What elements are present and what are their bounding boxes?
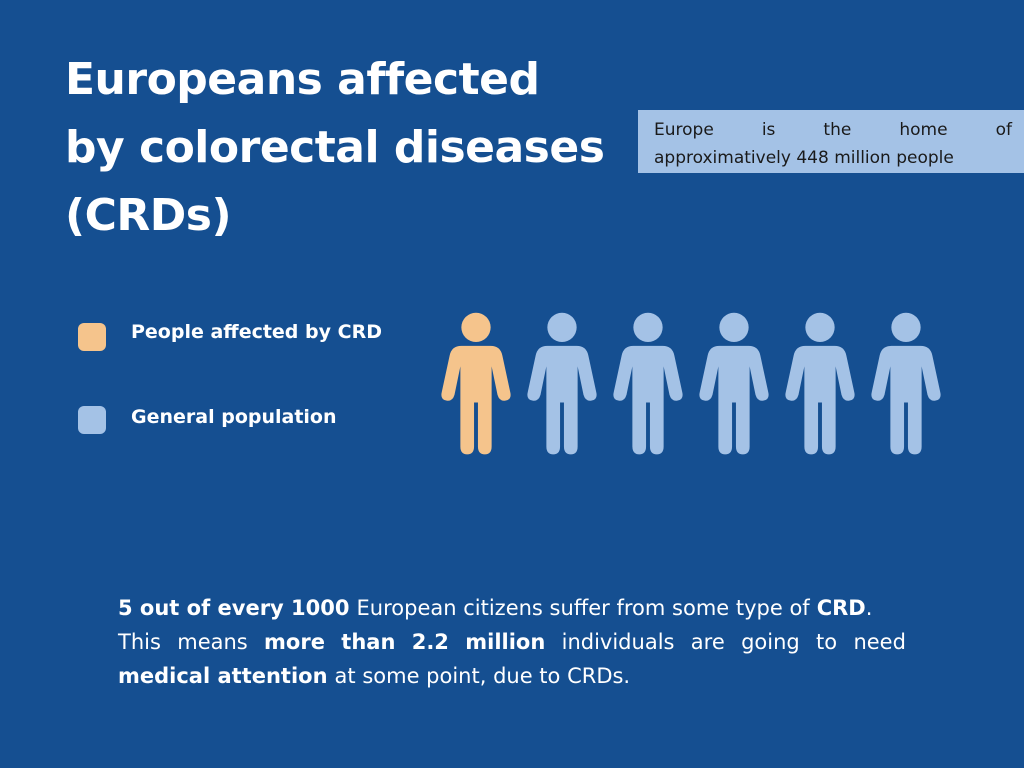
person-icon-general <box>699 312 769 455</box>
title-line-1: Europeans affected <box>65 54 540 105</box>
note-word: the <box>823 120 852 140</box>
statement-highlight-word: than <box>341 630 396 654</box>
person-head <box>633 312 663 342</box>
person-body <box>699 345 769 455</box>
person-icon-general <box>871 312 941 455</box>
title-line-3: (CRDs) <box>65 190 232 241</box>
statement-word: are <box>690 630 725 654</box>
people-pictogram <box>434 308 948 460</box>
statement-highlight-word: million <box>465 630 546 654</box>
statistic-statement: 5 out of every 1000 European citizens su… <box>118 591 906 693</box>
person-head <box>805 312 835 342</box>
legend-label-general: General population <box>131 406 337 428</box>
statement-highlight-word: 2.2 <box>411 630 449 654</box>
note-word: home <box>899 120 948 140</box>
statement-text: at some point, due to CRDs. <box>334 664 631 688</box>
person-body <box>785 345 855 455</box>
statement-word: means <box>177 630 248 654</box>
note-word: of <box>995 120 1012 140</box>
person-icon-general <box>785 312 855 455</box>
person-icon-general <box>527 312 597 455</box>
statement-highlight: medical attention <box>118 664 328 688</box>
page-title: Europeans affected by colorectal disease… <box>65 46 625 250</box>
legend-label-affected: People affected by CRD <box>131 321 382 343</box>
statement-word: need <box>853 630 906 654</box>
statement-highlight: 5 out of every 1000 <box>118 596 350 620</box>
statement-highlight-word: more <box>264 630 325 654</box>
statement-word: to <box>816 630 838 654</box>
statement-text: European citizens suffer from some type … <box>356 596 810 620</box>
person-body <box>871 345 941 455</box>
statement-highlight: CRD <box>816 596 866 620</box>
legend-swatch-affected <box>78 323 106 351</box>
note-word: is <box>761 120 776 140</box>
person-head <box>719 312 749 342</box>
person-icon-affected <box>441 312 511 455</box>
person-head <box>547 312 577 342</box>
statement-word: This <box>118 630 161 654</box>
note-word: Europe <box>654 120 714 140</box>
population-note: Europe is the home of approximatively 44… <box>638 110 1024 173</box>
person-body <box>441 345 511 455</box>
person-icon-general <box>613 312 683 455</box>
person-head <box>461 312 491 342</box>
person-body <box>613 345 683 455</box>
legend-swatch-general <box>78 406 106 434</box>
person-head <box>891 312 921 342</box>
statement-line-1: 5 out of every 1000 European citizens su… <box>118 591 906 625</box>
statement-word: individuals <box>561 630 675 654</box>
person-body <box>527 345 597 455</box>
note-line-1: Europe is the home of <box>654 116 1012 144</box>
statement-line-3: medical attention at some point, due to … <box>118 659 906 693</box>
statement-line-2: This means more than 2.2 million individuals ar… <box>118 625 906 659</box>
title-line-2: by colorectal diseases <box>65 122 605 173</box>
note-line-2: approximatively 448 million people <box>654 148 954 168</box>
statement-word: going <box>741 630 800 654</box>
